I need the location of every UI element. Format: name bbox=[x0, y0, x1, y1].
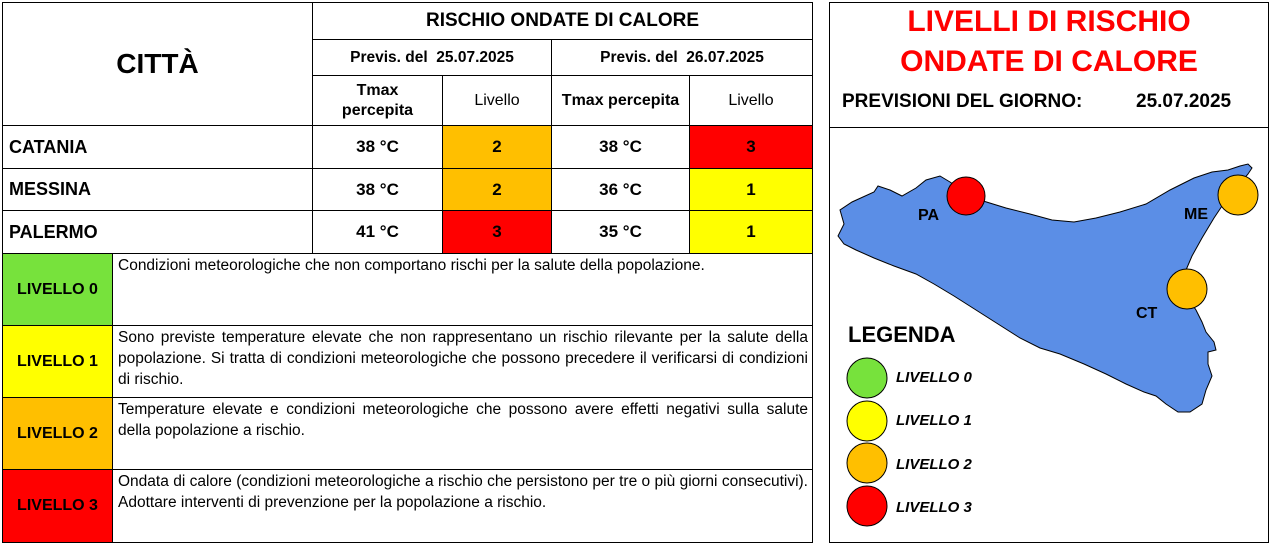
level-value: 1 bbox=[746, 179, 756, 199]
city-header-cell: CITTÀ bbox=[2, 2, 313, 126]
legend-level1-text: LIVELLO 1 bbox=[896, 412, 972, 429]
level-value: 3 bbox=[492, 222, 502, 241]
tmax-value: 38 °C bbox=[356, 137, 399, 156]
legend bbox=[846, 357, 888, 527]
sicily-map: PA ME CT bbox=[837, 163, 1259, 527]
livello1-header: Livello bbox=[442, 75, 552, 126]
tmax2-header-label: Tmax percepita bbox=[561, 91, 680, 109]
tmax-value: 36 °C bbox=[599, 179, 642, 199]
table-title-cell: RISCHIO ONDATE DI CALORE bbox=[312, 2, 813, 40]
catania-marker bbox=[1166, 268, 1208, 310]
legend-title: LEGENDA bbox=[848, 322, 956, 347]
legend-level3-swatch bbox=[846, 485, 888, 527]
messina-level1: 2 bbox=[442, 168, 552, 211]
risk-header-panel: LIVELLI DI RISCHIO ONDATE DI CALORE PREV… bbox=[829, 2, 1269, 128]
level1-text: Sono previste temperature elevate che no… bbox=[118, 329, 808, 388]
livello2-header-label: Livello bbox=[728, 91, 774, 109]
messina-tmax1: 38 °C bbox=[312, 168, 443, 211]
city-name: PALERMO bbox=[9, 221, 98, 242]
livello2-header: Livello bbox=[689, 75, 813, 126]
level3-label-cell: LIVELLO 3 bbox=[2, 469, 113, 543]
panel-title-line1: LIVELLI DI RISCHIO bbox=[907, 5, 1191, 38]
tmax1-header-line1: Tmax bbox=[356, 81, 399, 99]
table-row-catania-city: CATANIA bbox=[2, 125, 313, 169]
level-value: 1 bbox=[746, 222, 756, 241]
legend-level3-text: LIVELLO 3 bbox=[896, 499, 972, 516]
palermo-marker bbox=[946, 176, 986, 216]
map-panel: PA ME CT LEGENDA LIVELLO 0 LIVELLO 1 LIV… bbox=[829, 127, 1269, 543]
level1-description: Sono previste temperature elevate che no… bbox=[112, 325, 813, 398]
table-title: RISCHIO ONDATE DI CALORE bbox=[425, 10, 700, 31]
level0-text: Condizioni meteorologiche che non compor… bbox=[118, 257, 705, 274]
city-name: CATANIA bbox=[9, 136, 88, 157]
level2-description: Temperature elevate e condizioni meteoro… bbox=[112, 397, 813, 470]
level-value: 2 bbox=[492, 137, 502, 156]
level2-text: Temperature elevate e condizioni meteoro… bbox=[118, 401, 808, 439]
tmax-value: 35 °C bbox=[599, 222, 642, 241]
level-value: 3 bbox=[746, 137, 756, 156]
catania-level2: 3 bbox=[689, 125, 813, 169]
forecast-day-label: PREVISIONI DEL GIORNO: bbox=[842, 91, 1083, 112]
legend-level2-swatch bbox=[846, 442, 888, 484]
city-name: MESSINA bbox=[9, 179, 92, 199]
messina-tmax2: 36 °C bbox=[551, 168, 690, 211]
level0-description: Condizioni meteorologiche che non compor… bbox=[112, 253, 813, 326]
catania-tmax2: 38 °C bbox=[551, 125, 690, 169]
tmax1-header: Tmax percepita bbox=[312, 75, 443, 126]
palermo-level2: 1 bbox=[689, 210, 813, 254]
forecast1-header: Previs. del 25.07.2025 bbox=[312, 39, 552, 76]
palermo-tmax1: 41 °C bbox=[312, 210, 443, 254]
level3-description: Ondata di calore (condizioni meteorologi… bbox=[112, 469, 813, 543]
catania-tmax1: 38 °C bbox=[312, 125, 443, 169]
forecast1-label: Previs. del 25.07.2025 bbox=[350, 48, 514, 66]
messina-level2: 1 bbox=[689, 168, 813, 211]
tmax-value: 38 °C bbox=[356, 179, 399, 199]
catania-level1: 2 bbox=[442, 125, 552, 169]
ct-label: CT bbox=[1136, 305, 1158, 322]
pa-label: PA bbox=[918, 207, 939, 224]
forecast2-label: Previs. del 26.07.2025 bbox=[600, 48, 764, 66]
panel-title-line2: ONDATE DI CALORE bbox=[900, 45, 1198, 78]
livello1-header-label: Livello bbox=[474, 91, 520, 109]
tmax2-header: Tmax percepita bbox=[551, 75, 690, 126]
forecast2-header: Previs. del 26.07.2025 bbox=[551, 39, 813, 76]
level2-label: LIVELLO 2 bbox=[17, 424, 98, 442]
level3-label: LIVELLO 3 bbox=[17, 497, 98, 514]
legend-level0-text: LIVELLO 0 bbox=[896, 369, 972, 386]
legend-level1-swatch bbox=[846, 400, 888, 442]
level2-label-cell: LIVELLO 2 bbox=[2, 397, 113, 470]
messina-marker bbox=[1217, 174, 1259, 216]
level1-label-cell: LIVELLO 1 bbox=[2, 325, 113, 398]
tmax-value: 38 °C bbox=[599, 137, 642, 156]
level0-label: LIVELLO 0 bbox=[17, 280, 98, 298]
forecast-day-date: 25.07.2025 bbox=[1136, 91, 1232, 112]
table-row-messina-city: MESSINA bbox=[2, 168, 313, 211]
palermo-level1: 3 bbox=[442, 210, 552, 254]
tmax1-header-line2: percepita bbox=[341, 101, 414, 119]
me-label: ME bbox=[1184, 206, 1208, 223]
tmax-value: 41 °C bbox=[356, 222, 399, 241]
city-markers bbox=[946, 174, 1259, 310]
level1-label: LIVELLO 1 bbox=[17, 352, 98, 370]
table-row-palermo-city: PALERMO bbox=[2, 210, 313, 254]
level3-text: Ondata di calore (condizioni meteorologi… bbox=[118, 473, 808, 511]
palermo-tmax2: 35 °C bbox=[551, 210, 690, 254]
legend-level0-swatch bbox=[846, 357, 888, 399]
level-value: 2 bbox=[492, 179, 502, 199]
city-header: CITTÀ bbox=[116, 48, 199, 79]
legend-level2-text: LIVELLO 2 bbox=[896, 456, 972, 473]
level0-label-cell: LIVELLO 0 bbox=[2, 253, 113, 326]
